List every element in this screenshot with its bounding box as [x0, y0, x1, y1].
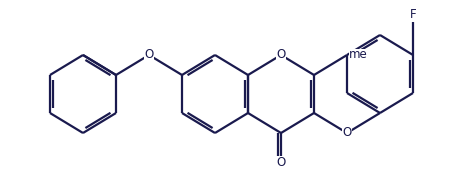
Text: O: O	[276, 49, 286, 62]
Text: F: F	[410, 9, 416, 22]
Text: me: me	[349, 49, 368, 62]
Text: O: O	[276, 157, 286, 169]
Text: O: O	[144, 49, 154, 62]
Text: O: O	[342, 127, 352, 140]
